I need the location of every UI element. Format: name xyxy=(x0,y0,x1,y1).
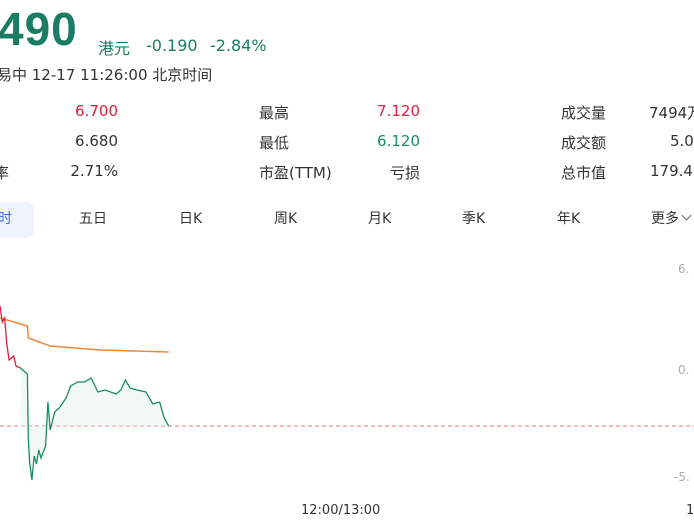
tab-yearly-k[interactable]: 年K xyxy=(557,211,581,227)
x-tick-label: 12:00/13:00 xyxy=(301,503,381,518)
average-price-line xyxy=(0,317,169,353)
currency-label: 港元 xyxy=(98,39,131,58)
tab-more-label: 更多 xyxy=(651,211,679,227)
price-line-up xyxy=(0,305,21,369)
stat-value-high: 7.120 xyxy=(377,102,420,120)
stat-label-turnover-rate: 率 xyxy=(0,164,10,182)
current-price: 490 xyxy=(0,3,78,55)
tab-intraday[interactable]: 时 xyxy=(0,202,34,238)
stat-label-volume: 成交量 xyxy=(561,104,607,122)
stat-value-market-cap: 179.4 xyxy=(650,162,693,180)
x-tick-label: 1 xyxy=(686,503,694,518)
tab-quarterly-k[interactable]: 季K xyxy=(462,211,486,227)
tab-label: 时 xyxy=(0,211,12,227)
tab-monthly-k[interactable]: 月K xyxy=(368,211,392,227)
tab-five-day[interactable]: 五日 xyxy=(79,211,107,227)
stat-value-prev-close: 6.680 xyxy=(75,132,118,150)
stat-label-turnover: 成交额 xyxy=(561,134,607,152)
price-area-fill xyxy=(20,368,169,480)
tab-more[interactable]: 更多 xyxy=(651,208,692,228)
stat-value-low: 6.120 xyxy=(377,132,420,150)
stat-label-high: 最高 xyxy=(259,104,290,122)
trading-status: 易中 12-17 11:26:00 北京时间 xyxy=(0,66,213,84)
intraday-chart[interactable] xyxy=(0,250,694,532)
price-change-percent: -2.84% xyxy=(210,36,267,55)
stat-value-volume: 7494万 xyxy=(649,104,694,122)
y-tick-label: 0. xyxy=(678,363,690,377)
tab-daily-k[interactable]: 日K xyxy=(179,211,203,227)
stat-value-pe: 亏损 xyxy=(389,164,420,182)
stat-value-turnover-rate: 2.71% xyxy=(70,162,118,180)
stat-label-market-cap: 总市值 xyxy=(561,164,607,182)
stat-value-turnover: 5.0 xyxy=(670,132,694,150)
chevron-down-icon xyxy=(681,210,692,221)
tab-weekly-k[interactable]: 周K xyxy=(274,211,298,227)
stat-label-low: 最低 xyxy=(259,134,290,152)
y-tick-label: 6. xyxy=(678,262,690,276)
stat-label-pe: 市盈(TTM) xyxy=(259,164,332,182)
price-line-down xyxy=(20,367,170,481)
y-tick-label: -5. xyxy=(674,470,690,484)
price-change: -0.190 xyxy=(146,36,198,55)
stat-value-open: 6.700 xyxy=(75,102,118,120)
